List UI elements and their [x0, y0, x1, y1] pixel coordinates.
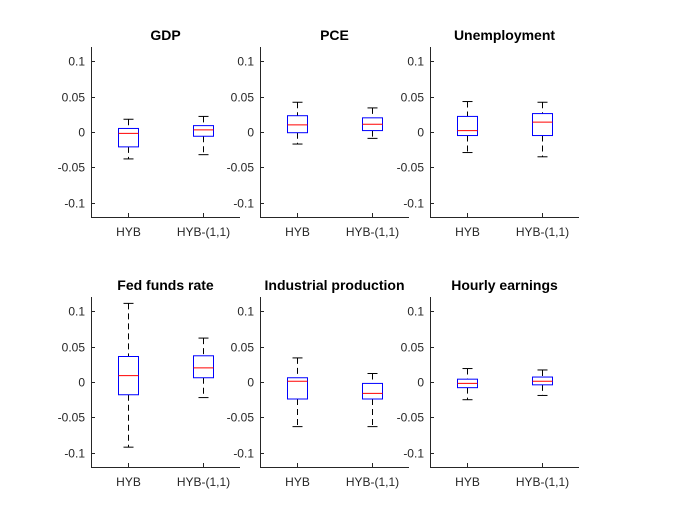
box-hyb-1-1-: HYB-(1,1)	[516, 101, 569, 239]
y-tick-label: 0	[247, 126, 254, 140]
box-hyb-1-1-: HYB-(1,1)	[516, 369, 569, 489]
y-tick-label: 0.1	[68, 55, 85, 69]
x-tick-label: HYB	[455, 475, 480, 489]
subplot-title: Unemployment	[454, 27, 555, 43]
y-tick-label: -0.1	[403, 197, 424, 211]
x-tick-label: HYB-(1,1)	[516, 225, 569, 239]
y-tick-label: 0.1	[68, 305, 85, 319]
iqr-box	[193, 125, 214, 137]
subplot-1: PCE -0.1 -0.05 0 0.05 0.1 HYB HYB-(1,1)	[227, 27, 409, 239]
iqr-box	[287, 377, 308, 400]
y-tick-label: 0.05	[62, 91, 86, 105]
y-tick-label: 0	[247, 376, 254, 390]
x-tick-label: HYB	[455, 225, 480, 239]
iqr-box	[457, 115, 478, 137]
y-tick-label: 0.1	[407, 305, 424, 319]
x-tick-label: HYB	[116, 475, 141, 489]
y-tick-label: 0	[417, 376, 424, 390]
subplot-title: Hourly earnings	[451, 277, 558, 293]
panels: GDP -0.1 -0.05 0 0.05 0.1 HYB HYB-(1,1) PCE -0.1 -…	[58, 27, 579, 489]
box-hyb: HYB	[285, 101, 310, 239]
x-tick-label: HYB	[285, 475, 310, 489]
y-tick-label: 0	[78, 126, 85, 140]
y-tick-label: 0.05	[231, 341, 255, 355]
subplot-0: GDP -0.1 -0.05 0 0.05 0.1 HYB HYB-(1,1)	[58, 27, 240, 239]
x-tick-label: HYB	[116, 225, 141, 239]
y-tick-label: 0.1	[237, 55, 254, 69]
subplot-title: Industrial production	[265, 277, 405, 293]
y-tick-label: -0.1	[64, 447, 85, 461]
box-hyb-1-1-: HYB-(1,1)	[346, 373, 399, 489]
x-tick-label: HYB-(1,1)	[177, 475, 230, 489]
x-tick-label: HYB-(1,1)	[346, 225, 399, 239]
subplot-title: PCE	[320, 27, 349, 43]
box-hyb: HYB	[116, 118, 141, 239]
iqr-box	[532, 113, 553, 137]
x-tick-label: HYB-(1,1)	[516, 475, 569, 489]
y-tick-label: 0.05	[401, 91, 425, 105]
y-tick-label: -0.1	[64, 197, 85, 211]
y-tick-label: -0.1	[403, 447, 424, 461]
y-tick-label: -0.05	[58, 161, 86, 175]
box-hyb-1-1-: HYB-(1,1)	[177, 337, 230, 489]
y-tick-label: 0	[417, 126, 424, 140]
box-hyb: HYB	[285, 357, 310, 489]
iqr-box	[118, 127, 139, 148]
y-tick-label: 0.1	[407, 55, 424, 69]
x-tick-label: HYB-(1,1)	[346, 475, 399, 489]
y-tick-label: 0.05	[231, 91, 255, 105]
subplot-5: Hourly earnings -0.1 -0.05 0 0.05 0.1 HYB HYB-(…	[397, 277, 579, 489]
subplot-title: GDP	[150, 27, 180, 43]
y-tick-label: 0	[78, 376, 85, 390]
x-tick-label: HYB-(1,1)	[177, 225, 230, 239]
y-tick-label: -0.1	[233, 197, 254, 211]
box-hyb: HYB	[116, 302, 141, 489]
iqr-box	[287, 115, 308, 134]
x-tick-label: HYB	[285, 225, 310, 239]
y-tick-label: -0.05	[397, 161, 425, 175]
y-tick-label: -0.05	[227, 161, 255, 175]
subplot-2: Unemployment -0.1 -0.05 0 0.05 0.1 HYB HYB-(1,1…	[397, 27, 579, 239]
y-tick-label: -0.05	[397, 411, 425, 425]
iqr-box	[193, 355, 214, 379]
box-hyb: HYB	[455, 368, 480, 489]
subplot-3: Fed funds rate -0.1 -0.05 0 0.05 0.1 HYB HYB-(1…	[58, 277, 240, 489]
subplot-title: Fed funds rate	[117, 277, 214, 293]
iqr-box	[362, 382, 383, 400]
box-hyb-1-1-: HYB-(1,1)	[177, 115, 230, 239]
y-tick-label: -0.05	[227, 411, 255, 425]
y-tick-label: 0.05	[401, 341, 425, 355]
box-hyb: HYB	[455, 101, 480, 239]
y-tick-label: 0.05	[62, 341, 86, 355]
y-tick-label: -0.1	[233, 447, 254, 461]
subplot-4: Industrial production -0.1 -0.05 0 0.05 0.1 HY…	[227, 277, 409, 489]
y-tick-label: -0.05	[58, 411, 86, 425]
box-hyb-1-1-: HYB-(1,1)	[346, 107, 399, 239]
y-tick-label: 0.1	[237, 305, 254, 319]
